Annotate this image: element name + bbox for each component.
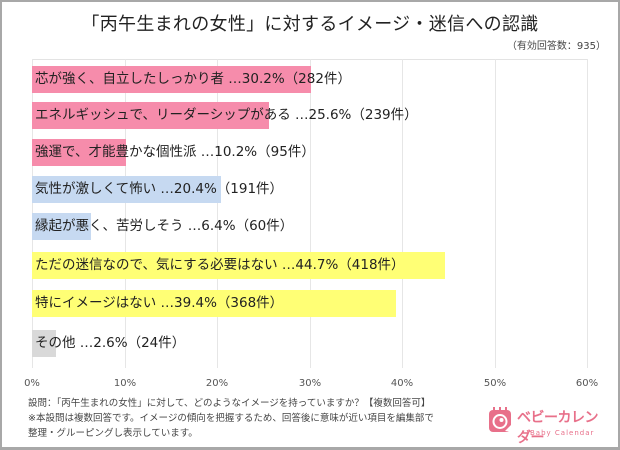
question-note: 設問：「丙午生まれの女性」に対して、どのようなイメージを持っていますか？【複数回… (28, 398, 431, 409)
plot-top-border (32, 59, 587, 60)
bar (32, 66, 312, 93)
x-tick-label: 20% (205, 378, 229, 389)
x-tick-label: 40% (390, 378, 414, 389)
footnotes: 設問：「丙午生まれの女性」に対して、どのようなイメージを持っていますか？【複数回… (28, 396, 434, 441)
method-note-continued: 整理・グルーピングし表示しています。 (28, 428, 198, 439)
x-tick-label: 0% (24, 378, 40, 389)
x-tick-label: 60% (575, 378, 599, 389)
x-tick-label: 50% (483, 378, 507, 389)
bar (32, 252, 446, 279)
method-note: ※本設問は複数回答です。イメージの傾向を把握するため、回答後に意味が近い項目を編… (28, 413, 434, 424)
bar-label: 気性が激しくて怖い …20.4%（191件） (35, 181, 284, 197)
response-count: （有効回答数：935） (506, 41, 606, 52)
x-tick-label: 10% (113, 378, 137, 389)
bar (32, 213, 92, 240)
gridline (125, 59, 126, 368)
gridline (402, 59, 403, 368)
plot-area: 芯が強く、自立したしっかり者 …30.2%（282件） エネルギッシュで、リーダー… (32, 59, 588, 368)
bar-label: ただの迷信なので、気にする必要はない …44.7%（418件） (35, 257, 405, 273)
baby-calendar-logo: ベビーカレンダー Baby Calendar (488, 405, 608, 446)
bar (32, 176, 221, 203)
chart-title: 「丙午生まれの女性」に対するイメージ・迷信への認識 (81, 14, 539, 35)
bar (32, 330, 57, 357)
gridline (495, 59, 496, 368)
bar-label: 縁起が悪く、苦労しそう …6.4%（60件） (35, 218, 294, 234)
bar (32, 139, 127, 166)
bar-label: 特にイメージはない …39.4%（368件） (35, 295, 284, 311)
gridline (217, 59, 218, 368)
bar-label: 強運で、才能豊かな個性派 …10.2%（95件） (35, 144, 315, 160)
bar (32, 102, 269, 129)
x-tick-label: 30% (298, 378, 322, 389)
calendar-baby-icon (489, 407, 511, 432)
logo-subtext: Baby Calendar (530, 429, 595, 437)
gridline (310, 59, 311, 368)
logo-text: ベビーカレンダー (517, 410, 599, 446)
bar (32, 290, 397, 317)
gridline (587, 59, 588, 368)
bar-label: 芯が強く、自立したしっかり者 …30.2%（282件） (35, 71, 351, 87)
bar-label: その他 …2.6%（24件） (35, 335, 186, 351)
bar-label: エネルギッシュで、リーダーシップがある …25.6%（239件） (35, 107, 418, 123)
